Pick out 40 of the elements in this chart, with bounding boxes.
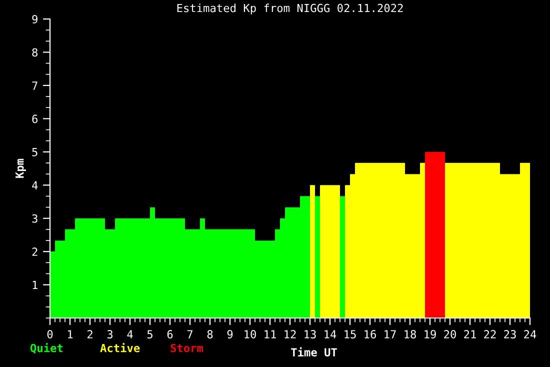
x-tick-label: 22 xyxy=(484,330,496,338)
x-tick-label: 6 xyxy=(167,330,173,338)
x-tick-label: 23 xyxy=(504,330,516,338)
x-tick-label: 10 xyxy=(244,330,256,338)
text: Storm xyxy=(170,344,204,352)
y-tick-label: 5 xyxy=(32,148,38,156)
x-tick-label: 7 xyxy=(187,330,193,338)
x-tick-label: 13 xyxy=(304,330,316,338)
x-tick-label: 1 xyxy=(68,330,73,338)
chart-title: Estimated Kp from NIGGG 02.11.2022 xyxy=(177,4,403,14)
x-tick-label: 0 xyxy=(47,330,53,338)
y-tick-label: 6 xyxy=(32,114,38,124)
x-tick-label: 21 xyxy=(464,330,476,338)
x-tick-label: 8 xyxy=(207,330,213,338)
y-tick-label: 1 xyxy=(32,280,38,290)
y-tick-label: 9 xyxy=(32,15,38,24)
x-tick-label: 19 xyxy=(424,330,436,338)
y-tick-label: 7 xyxy=(32,82,38,90)
x-tick-label: 17 xyxy=(384,330,396,338)
x-tick-label: 2 xyxy=(87,330,92,338)
x-tick-label: 16 xyxy=(364,330,376,338)
text: Quiet xyxy=(30,343,63,354)
x-tick-label: 4 xyxy=(127,330,133,338)
text: Active xyxy=(100,343,140,352)
x-tick-label: 9 xyxy=(227,330,233,338)
x-tick-label: 24 xyxy=(524,330,536,338)
x-tick-label: 15 xyxy=(344,330,356,338)
x-tick-label: 3 xyxy=(107,330,113,338)
x-tick-label: 12 xyxy=(284,330,296,338)
y-tick-label: 4 xyxy=(32,181,38,190)
x-tick-label: 5 xyxy=(147,330,152,338)
y-tick-label: 3 xyxy=(32,214,38,223)
y-tick-label: 2 xyxy=(32,248,38,256)
y-axis-title: Kpm xyxy=(16,158,26,178)
y-tick-label: 8 xyxy=(32,48,38,57)
x-axis-title: Time UT xyxy=(291,347,337,356)
x-tick-label: 20 xyxy=(444,330,456,338)
x-tick-label: 14 xyxy=(324,330,336,338)
x-tick-label: 18 xyxy=(404,330,416,338)
x-tick-label: 11 xyxy=(264,330,276,338)
